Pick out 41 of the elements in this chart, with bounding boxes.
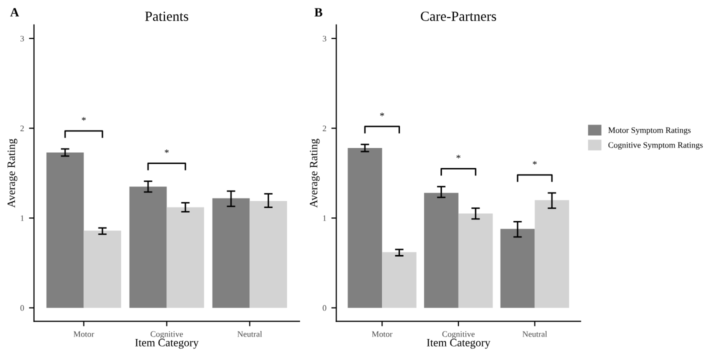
x-tick-label: Motor — [74, 331, 94, 337]
y-tick-label: 2 — [322, 126, 326, 132]
y-tick-label: 3 — [20, 36, 24, 42]
y-axis-title: Average Rating — [8, 138, 18, 208]
y-tick-label: 1 — [20, 215, 24, 221]
y-tick-label: 3 — [322, 36, 326, 42]
annotation: * — [82, 117, 86, 121]
x-tick-label: Neutral — [237, 331, 262, 337]
x-tick-label: Motor — [372, 331, 392, 337]
x-axis-title: Item Category — [426, 338, 490, 349]
bar — [500, 228, 535, 308]
chart-title: Care-Partners — [420, 12, 496, 21]
x-tick-label: Neutral — [522, 331, 548, 337]
x-tick-label: Cognitive — [442, 331, 475, 339]
y-axis-title: Average Rating — [310, 138, 320, 208]
y-tick-label: 0 — [322, 305, 326, 311]
bar — [458, 214, 493, 308]
bar — [46, 152, 84, 308]
annotation: * — [456, 154, 460, 158]
bar — [382, 252, 416, 308]
annotation: * — [380, 112, 384, 116]
chart-title: Patients — [145, 12, 188, 21]
x-tick-label: Cognitive — [150, 331, 183, 339]
bar — [348, 148, 382, 308]
annotation: * — [532, 161, 537, 165]
bar — [166, 207, 204, 308]
legend-label: Cognitive Symptom Ratings — [608, 142, 703, 150]
x-axis-title: Item Category — [135, 338, 199, 349]
bar — [534, 200, 570, 308]
y-tick-label: 0 — [20, 305, 24, 311]
legend-label: Motor Symptom Ratings — [608, 127, 691, 135]
y-tick-label: 1 — [323, 215, 326, 221]
bar — [84, 230, 122, 308]
y-tick-label: 2 — [20, 126, 24, 132]
annotation: * — [164, 149, 169, 154]
bar — [250, 200, 288, 308]
bar — [129, 186, 167, 308]
bar — [212, 198, 250, 308]
text: B — [314, 8, 322, 16]
text: A — [10, 8, 20, 16]
bar — [424, 192, 458, 308]
